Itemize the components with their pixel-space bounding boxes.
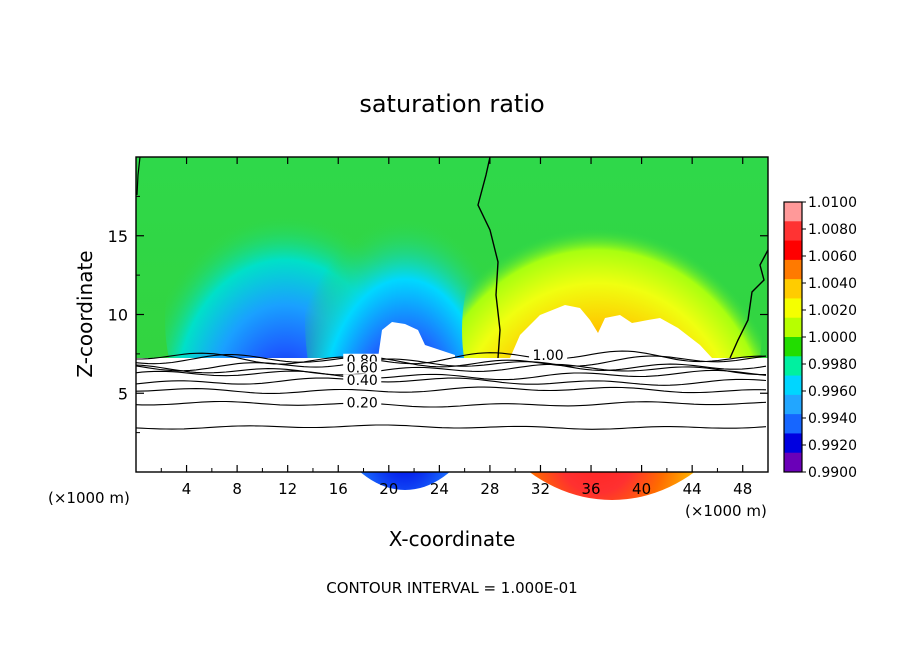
colorbar-swatch [784,394,802,415]
colorbar-swatch [784,298,802,319]
contour-line [135,363,766,376]
contour-line [135,377,767,386]
colorbar-swatch [784,452,802,473]
contour-interval-footer: CONTOUR INTERVAL = 1.000E-01 [326,579,577,597]
x-tick-label: 20 [379,480,398,498]
x-axis-ticks: 4 8 12 16 20 24 28 32 36 40 44 48 [160,157,752,498]
unity-contour-line-right [729,249,769,359]
contour-line [135,386,767,394]
contour-label: 1.00 [532,348,563,364]
contour-label-bg [343,374,382,387]
colorbar-label: 1.0000 [808,330,857,346]
contour-line [135,358,767,372]
colorbar-label: 0.9920 [808,438,857,454]
colorbar-swatch [784,221,802,242]
x-tick-label: 40 [632,480,651,498]
x-tick-label: 8 [232,480,242,498]
colorbar-label: 0.9960 [808,384,857,400]
y-tick-label: 15 [108,227,128,246]
colorbar-label: 0.9940 [808,411,857,427]
contour-label: 0.40 [347,373,378,389]
contour-label: 0.20 [347,395,378,411]
cloud-core-right [510,305,712,358]
colorbar-swatch [784,279,802,299]
contour-line [135,369,767,381]
colorbar-swatch [784,240,802,261]
colorbar-label: 1.0040 [808,276,857,292]
x-tick-label: 48 [733,480,752,498]
contour-line [135,400,767,408]
contour-label-bg [529,349,568,362]
x-tick-label: 24 [430,480,449,498]
colorbar: 1.0100 1.0080 1.0060 1.0040 1.0020 1.0000 0.99… [783,195,857,481]
colorbar-label: 0.9900 [808,465,857,481]
colorbar-swatch [784,375,802,396]
contour-label-bg [343,396,382,409]
colorbar-swatch [784,259,802,280]
x-tick-label: 16 [329,480,348,498]
contour-line [136,350,767,365]
unity-contour-line [477,156,501,359]
x-unit-label-right: (×1000 m) [685,502,767,520]
y-axis-ticks: 5 10 15 [108,195,768,434]
x-tick-label: 12 [278,480,297,498]
colorbar-label: 1.0080 [808,222,857,238]
colorbar-swatch [784,317,802,338]
colorbar-swatch [784,202,802,222]
colorbar-swatch [784,433,802,454]
left-edge-contour [136,156,141,196]
x-tick-label: 28 [480,480,499,498]
colorbar-label: 1.0020 [808,303,857,319]
cloud-core-left [378,322,455,358]
contour-lines [135,350,767,430]
contour-line [135,424,767,430]
chart-title: saturation ratio [359,90,544,118]
x-tick-label: 4 [182,480,192,498]
colorbar-swatch [784,356,802,377]
y-tick-label: 10 [108,306,128,325]
contour-labels: 0.800.600.400.201.00 [343,348,568,411]
below-cloud-area [136,358,768,472]
contour-label: 0.60 [347,361,378,377]
x-tick-label: 32 [531,480,550,498]
x-unit-label-left: (×1000 m) [48,489,130,507]
plot-area: 0.800.600.400.201.00 [135,150,769,500]
y-axis-label: Z-coordinate [73,250,97,377]
colorbar-label: 1.0100 [808,195,857,211]
colorbar-label: 0.9980 [808,357,857,373]
colorbar-swatch [784,337,802,357]
contour-label-bg [343,361,382,374]
colorbar-label: 1.0060 [808,249,857,265]
colorbar-swatch [784,414,802,434]
x-tick-label: 44 [683,480,702,498]
x-tick-label: 36 [581,480,600,498]
y-tick-label: 5 [118,384,128,403]
x-axis-label: X-coordinate [389,527,516,551]
